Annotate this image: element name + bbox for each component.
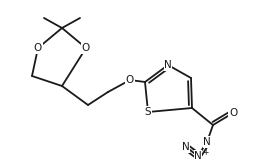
Text: O: O [229, 108, 237, 118]
Text: O: O [82, 43, 90, 53]
Text: +: + [202, 148, 209, 157]
Text: N: N [182, 142, 190, 152]
Text: ⁻: ⁻ [190, 146, 195, 155]
Text: N: N [164, 60, 172, 70]
Text: N: N [203, 137, 211, 147]
Text: S: S [145, 107, 151, 117]
Text: O: O [34, 43, 42, 53]
Text: O: O [126, 75, 134, 85]
Text: N: N [194, 151, 202, 161]
